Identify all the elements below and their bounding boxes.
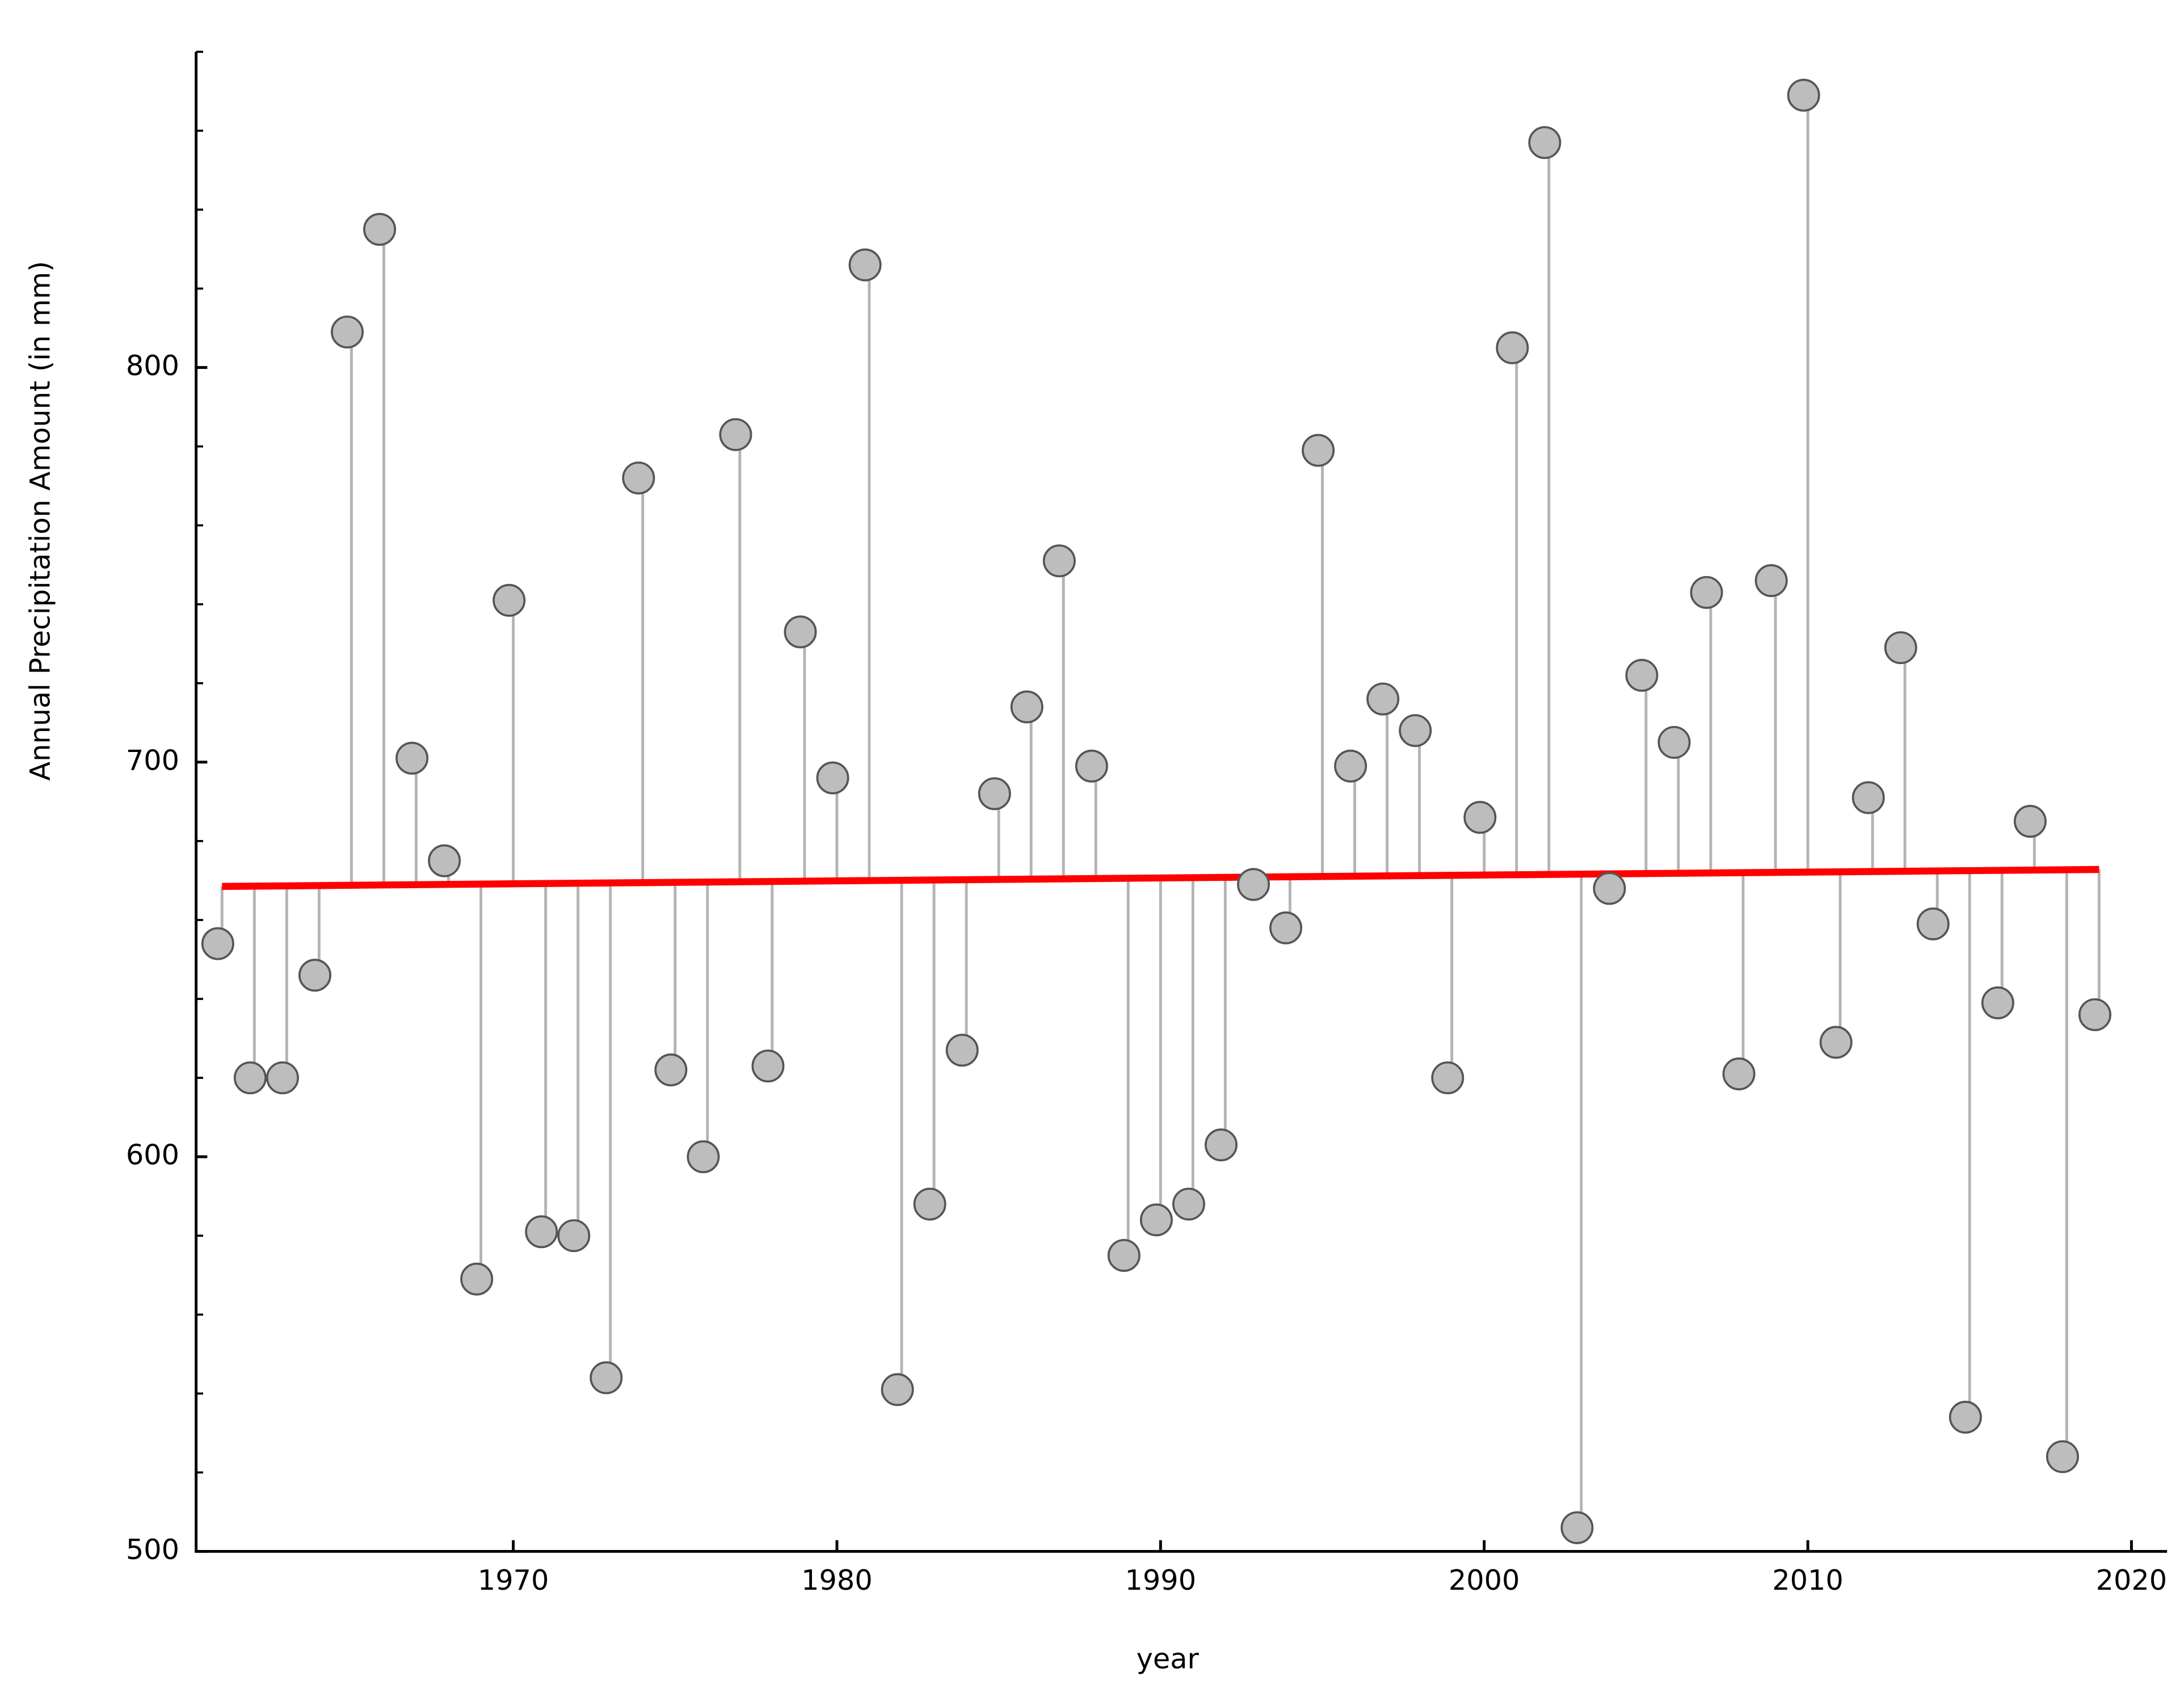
data-point bbox=[881, 1373, 914, 1406]
data-point bbox=[2078, 998, 2111, 1031]
data-point bbox=[1204, 1128, 1238, 1162]
data-point bbox=[1269, 911, 1303, 944]
data-point bbox=[233, 1061, 267, 1095]
data-point bbox=[557, 1219, 591, 1253]
data-point bbox=[622, 461, 655, 495]
data-point bbox=[816, 761, 849, 795]
data-point bbox=[1172, 1187, 1205, 1221]
data-point bbox=[395, 741, 429, 775]
data-point bbox=[848, 248, 882, 282]
data-point bbox=[1981, 986, 2014, 1019]
data-point bbox=[1463, 801, 1497, 834]
data-point bbox=[687, 1140, 720, 1174]
data-point bbox=[978, 777, 1011, 810]
data-point bbox=[1528, 126, 1562, 159]
data-point bbox=[266, 1061, 299, 1095]
y-tick-label: 700 bbox=[126, 744, 179, 776]
data-point bbox=[1657, 726, 1691, 759]
data-point bbox=[1593, 872, 1626, 905]
data-point bbox=[1431, 1061, 1465, 1095]
x-tick-label: 1980 bbox=[801, 1564, 873, 1597]
data-point bbox=[751, 1049, 785, 1083]
y-axis-title: Annual Precipitation Amount (in mm) bbox=[24, 261, 57, 781]
data-point bbox=[784, 615, 817, 649]
data-point bbox=[363, 213, 397, 246]
x-tick-label: 2000 bbox=[1449, 1564, 1520, 1597]
data-point bbox=[1237, 868, 1270, 901]
data-point bbox=[525, 1215, 558, 1249]
data-point bbox=[1787, 78, 1820, 112]
data-point bbox=[460, 1262, 494, 1296]
data-point bbox=[1949, 1401, 1982, 1434]
data-point bbox=[1625, 658, 1659, 692]
data-point bbox=[331, 315, 364, 348]
data-point bbox=[1334, 749, 1367, 783]
y-tick-label: 600 bbox=[126, 1139, 179, 1171]
x-tick-label: 2020 bbox=[2096, 1564, 2168, 1597]
data-point bbox=[1107, 1238, 1141, 1272]
data-point bbox=[201, 927, 234, 960]
data-point bbox=[1010, 690, 1043, 724]
y-tick-label: 800 bbox=[126, 349, 179, 382]
data-point bbox=[1302, 434, 1335, 467]
data-point bbox=[298, 959, 331, 992]
data-point bbox=[913, 1187, 946, 1221]
y-tick-label: 500 bbox=[126, 1533, 179, 1566]
x-tick-label: 1990 bbox=[1125, 1564, 1197, 1597]
trend-line bbox=[222, 866, 2099, 890]
data-point bbox=[654, 1053, 688, 1087]
data-point bbox=[719, 418, 752, 451]
data-point bbox=[2046, 1440, 2079, 1473]
data-point bbox=[1819, 1026, 1853, 1059]
data-point bbox=[1690, 576, 1723, 609]
x-tick-label: 1970 bbox=[478, 1564, 549, 1597]
data-point bbox=[1560, 1511, 1594, 1544]
data-point bbox=[1851, 781, 1885, 814]
data-point bbox=[1884, 631, 1917, 665]
x-axis-title: year bbox=[1137, 1642, 1200, 1675]
data-point bbox=[1496, 331, 1529, 364]
data-point bbox=[1366, 682, 1400, 716]
data-point bbox=[428, 844, 461, 877]
data-point bbox=[2013, 805, 2047, 838]
data-point bbox=[1075, 749, 1108, 783]
data-point bbox=[1139, 1203, 1173, 1237]
data-point bbox=[1722, 1057, 1756, 1091]
data-point bbox=[1754, 564, 1788, 597]
data-point bbox=[493, 583, 526, 617]
data-point bbox=[1399, 714, 1432, 747]
data-point bbox=[1042, 544, 1076, 578]
data-point bbox=[1916, 907, 1950, 940]
x-tick-label: 2010 bbox=[1772, 1564, 1844, 1597]
data-point bbox=[945, 1034, 979, 1067]
data-point bbox=[590, 1361, 623, 1394]
